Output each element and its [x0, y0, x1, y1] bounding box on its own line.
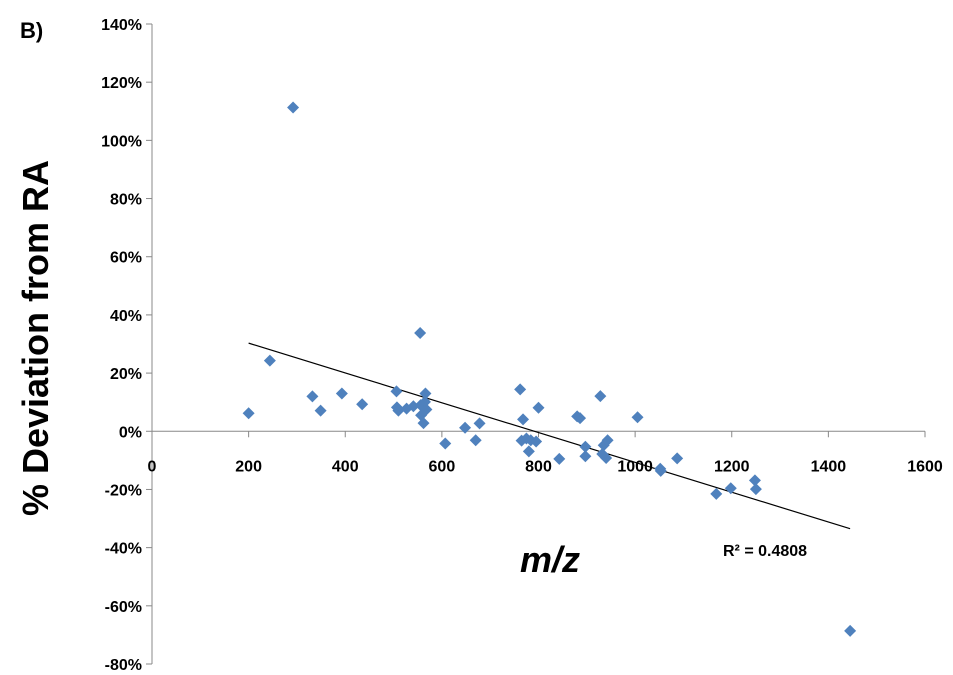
data-point	[356, 398, 369, 411]
data-point	[469, 434, 482, 447]
data-point	[671, 452, 684, 465]
y-tick-label: -80%	[105, 657, 142, 674]
data-point	[407, 400, 420, 413]
data-point	[392, 404, 405, 417]
data-point	[522, 445, 535, 458]
data-point	[601, 434, 614, 447]
data-point	[724, 482, 737, 495]
x-tick-labels: 0 200 400 600 800 1000 1200 1400 1600	[148, 458, 943, 475]
x-tick-label: 1400	[811, 458, 847, 475]
data-point	[574, 412, 587, 425]
x-tick-label: 200	[235, 458, 262, 475]
data-point	[579, 450, 592, 463]
data-point	[335, 387, 348, 400]
data-point	[532, 401, 545, 414]
x-tick-label: 1200	[714, 458, 750, 475]
axes	[146, 23, 926, 665]
data-point	[473, 417, 486, 430]
data-point	[530, 435, 543, 448]
data-point	[242, 407, 255, 420]
x-tick-label: 1000	[617, 458, 653, 475]
data-point	[459, 421, 472, 434]
data-point	[414, 326, 427, 339]
data-point	[553, 452, 566, 465]
y-tick-label: 100%	[101, 133, 142, 150]
y-tick-label: 140%	[101, 17, 142, 34]
data-point	[710, 487, 723, 500]
data-point	[420, 403, 433, 416]
data-point	[390, 385, 403, 398]
data-point	[287, 101, 300, 114]
y-tick-label: 80%	[110, 192, 142, 209]
x-tick-label: 800	[525, 458, 552, 475]
trendline	[248, 342, 851, 530]
r-squared-label: R² = 0.4808	[723, 543, 807, 560]
data-point	[306, 390, 319, 403]
data-point	[654, 464, 667, 477]
y-axis-label: % Deviation from RA	[15, 160, 56, 516]
y-tick-label: -40%	[105, 541, 142, 558]
y-tick-label: 40%	[110, 308, 142, 325]
data-point	[579, 440, 592, 453]
data-point	[844, 624, 857, 637]
data-point	[517, 413, 530, 426]
data-point	[418, 395, 431, 408]
data-point	[419, 387, 432, 400]
data-points	[242, 101, 857, 637]
data-point	[600, 452, 613, 465]
x-tick-label: 0	[148, 458, 157, 475]
y-tick-label: 20%	[110, 366, 142, 383]
data-point	[263, 354, 276, 367]
y-tick-label: 0%	[119, 424, 142, 441]
data-point	[314, 404, 327, 417]
data-point	[749, 483, 762, 496]
y-tick-label: 60%	[110, 250, 142, 267]
data-point	[439, 437, 452, 450]
y-tick-label: -60%	[105, 599, 142, 616]
data-point	[514, 383, 527, 396]
data-point	[417, 417, 430, 430]
panel-label: B)	[20, 18, 43, 43]
data-point	[631, 411, 644, 424]
data-point	[748, 474, 761, 487]
data-point	[594, 390, 607, 403]
x-axis-label: m/z	[520, 539, 580, 580]
y-tick-labels: 140% 120% 100% 80% 60% 40% 20% 0% -20% -40% -60% -8…	[101, 17, 142, 674]
x-tick-label: 1600	[907, 458, 943, 475]
x-tick-label: 400	[332, 458, 359, 475]
y-tick-label: 120%	[101, 75, 142, 92]
y-tick-label: -20%	[105, 482, 142, 499]
x-tick-label: 600	[429, 458, 456, 475]
